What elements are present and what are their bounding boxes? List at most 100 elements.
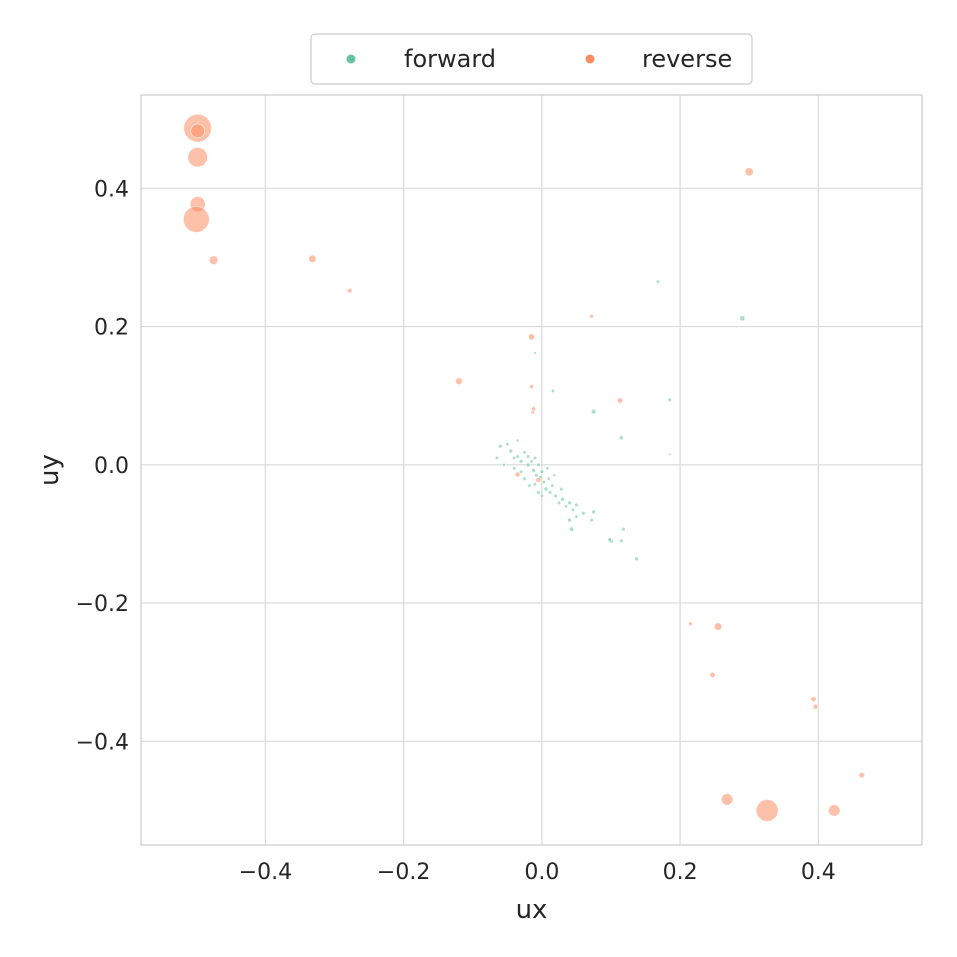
point-reverse	[346, 287, 353, 294]
point-forward	[508, 448, 514, 454]
point-forward	[557, 500, 562, 505]
point-forward	[553, 493, 558, 499]
point-reverse	[709, 671, 716, 679]
x-axis-label: ux	[516, 895, 548, 925]
point-forward	[618, 435, 624, 441]
y-tick-label: 0.0	[94, 454, 129, 479]
point-forward	[525, 454, 531, 459]
point-reverse	[812, 703, 819, 710]
y-tick-label: −0.4	[76, 730, 129, 755]
point-forward	[536, 462, 541, 467]
point-forward	[515, 454, 520, 459]
y-tick-label: 0.2	[94, 316, 129, 341]
legend-label-forward: forward	[404, 45, 496, 73]
point-forward	[739, 315, 746, 322]
series-reverse	[182, 113, 866, 822]
x-tick-label: −0.4	[239, 860, 292, 885]
point-forward	[550, 483, 555, 488]
point-forward	[545, 466, 550, 471]
point-forward	[522, 450, 527, 455]
point-forward	[536, 490, 541, 495]
plot-frame	[140, 94, 923, 846]
legend-marker-reverse	[585, 54, 595, 64]
point-reverse	[527, 333, 536, 341]
point-forward	[567, 500, 572, 506]
point-forward	[543, 486, 549, 492]
point-reverse	[535, 477, 542, 483]
point-forward	[591, 509, 597, 515]
point-reverse	[858, 772, 866, 779]
tick-labels: −0.4 −0.2 0.0 0.2 0.4 −0.4 −0.2 0.0 0.2 0.4	[76, 177, 836, 885]
point-forward	[560, 497, 565, 502]
point-reverse	[530, 410, 536, 415]
y-axis-label: uy	[35, 454, 65, 486]
point-forward	[574, 514, 579, 519]
x-tick-label: 0.4	[801, 860, 836, 885]
legend-label-reverse: reverse	[642, 45, 732, 73]
point-reverse	[828, 804, 841, 817]
point-reverse	[529, 384, 534, 390]
point-forward	[655, 279, 661, 284]
point-forward	[529, 459, 534, 464]
point-forward	[559, 486, 564, 492]
point-forward	[518, 459, 524, 464]
point-forward	[668, 452, 672, 457]
point-forward	[568, 526, 575, 532]
point-reverse	[182, 206, 210, 233]
point-forward	[532, 455, 538, 461]
point-forward	[581, 510, 586, 516]
point-forward	[589, 517, 594, 523]
point-forward	[570, 507, 576, 512]
legend: forward reverse	[310, 33, 753, 85]
point-reverse	[616, 397, 624, 404]
point-reverse	[187, 146, 208, 168]
point-forward	[563, 504, 569, 509]
x-tick-label: 0.0	[524, 860, 559, 885]
point-reverse	[514, 471, 521, 478]
point-forward	[607, 537, 612, 542]
point-forward	[512, 455, 517, 461]
point-forward	[519, 469, 524, 474]
point-forward	[590, 408, 597, 415]
point-forward	[532, 482, 538, 487]
point-reverse	[208, 255, 219, 266]
point-forward	[539, 493, 544, 499]
point-reverse	[755, 799, 779, 822]
point-forward	[501, 462, 506, 467]
point-forward	[552, 473, 557, 478]
point-forward	[550, 388, 556, 393]
point-forward	[546, 476, 551, 481]
point-forward	[539, 469, 545, 474]
series-forward	[494, 279, 746, 562]
point-forward	[567, 517, 572, 523]
x-tick-label: −0.2	[377, 860, 430, 885]
point-reverse	[455, 377, 463, 386]
point-forward	[498, 443, 503, 449]
point-forward	[547, 490, 553, 495]
point-reverse	[744, 167, 754, 177]
grid-lines	[141, 95, 922, 845]
point-forward	[574, 502, 579, 508]
y-tick-label: 0.4	[94, 177, 129, 202]
point-forward	[634, 556, 639, 562]
point-reverse	[713, 622, 723, 631]
point-forward	[512, 466, 517, 471]
point-reverse	[308, 254, 317, 264]
point-forward	[534, 472, 539, 478]
point-forward	[505, 441, 510, 447]
point-reverse	[720, 793, 734, 806]
y-tick-label: −0.2	[76, 592, 129, 617]
point-forward	[541, 479, 547, 485]
point-forward	[522, 476, 527, 481]
point-forward	[667, 397, 672, 403]
x-tick-label: 0.2	[663, 860, 698, 885]
point-forward	[621, 526, 626, 532]
point-reverse	[688, 621, 693, 627]
point-forward	[525, 462, 531, 468]
point-forward	[527, 483, 532, 488]
point-forward	[533, 351, 537, 355]
point-forward	[531, 467, 536, 473]
point-forward	[619, 538, 624, 544]
point-reverse	[810, 696, 817, 703]
